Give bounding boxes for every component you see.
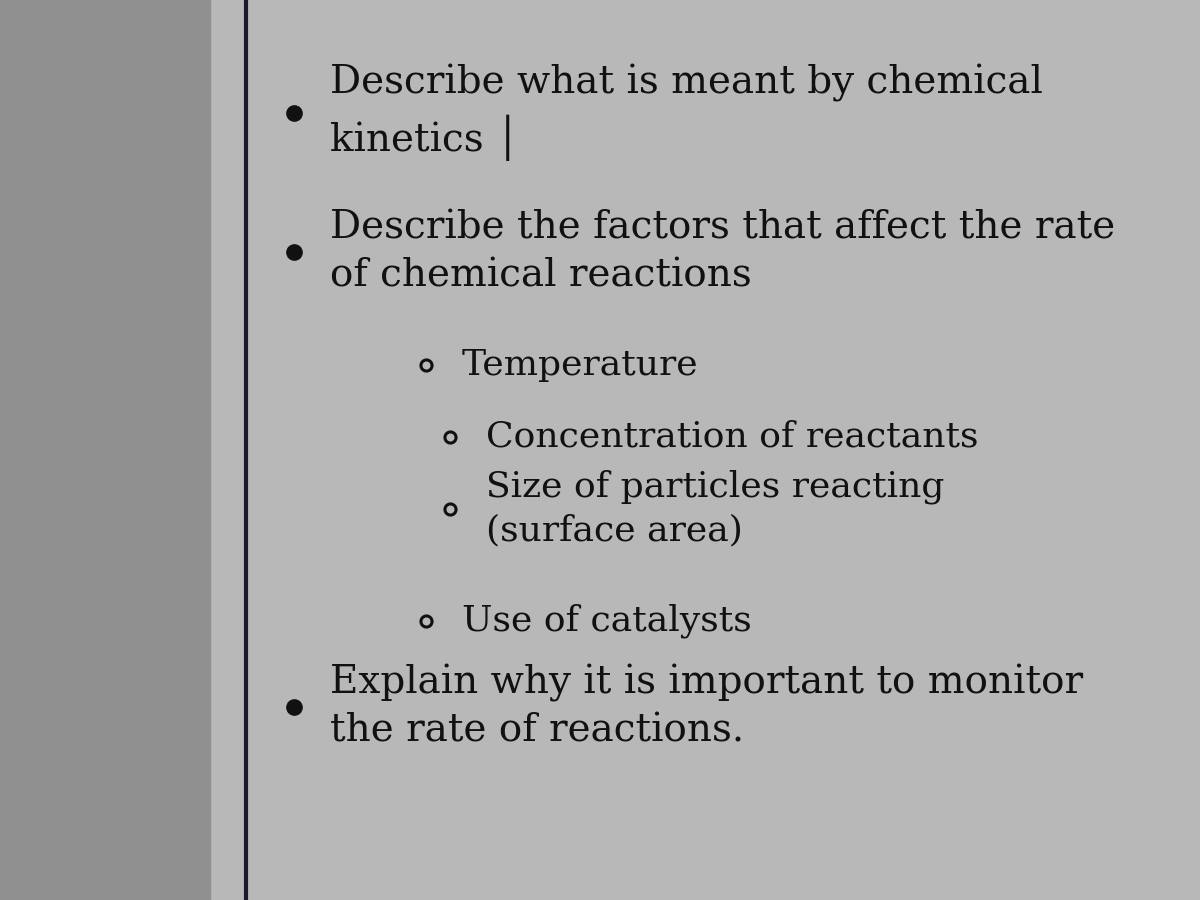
Text: Concentration of reactants: Concentration of reactants [486,419,978,454]
Bar [0,0,210,900]
Text: Use of catalysts: Use of catalysts [462,604,751,638]
Text: Describe what is meant by chemical
kinetics │: Describe what is meant by chemical kinet… [330,64,1043,161]
Text: Explain why it is important to monitor
the rate of reactions.: Explain why it is important to monitor t… [330,664,1084,749]
Text: Size of particles reacting
(surface area): Size of particles reacting (surface area… [486,470,944,547]
Text: Temperature: Temperature [462,347,698,382]
Text: Describe the factors that affect the rate
of chemical reactions: Describe the factors that affect the rat… [330,210,1115,294]
